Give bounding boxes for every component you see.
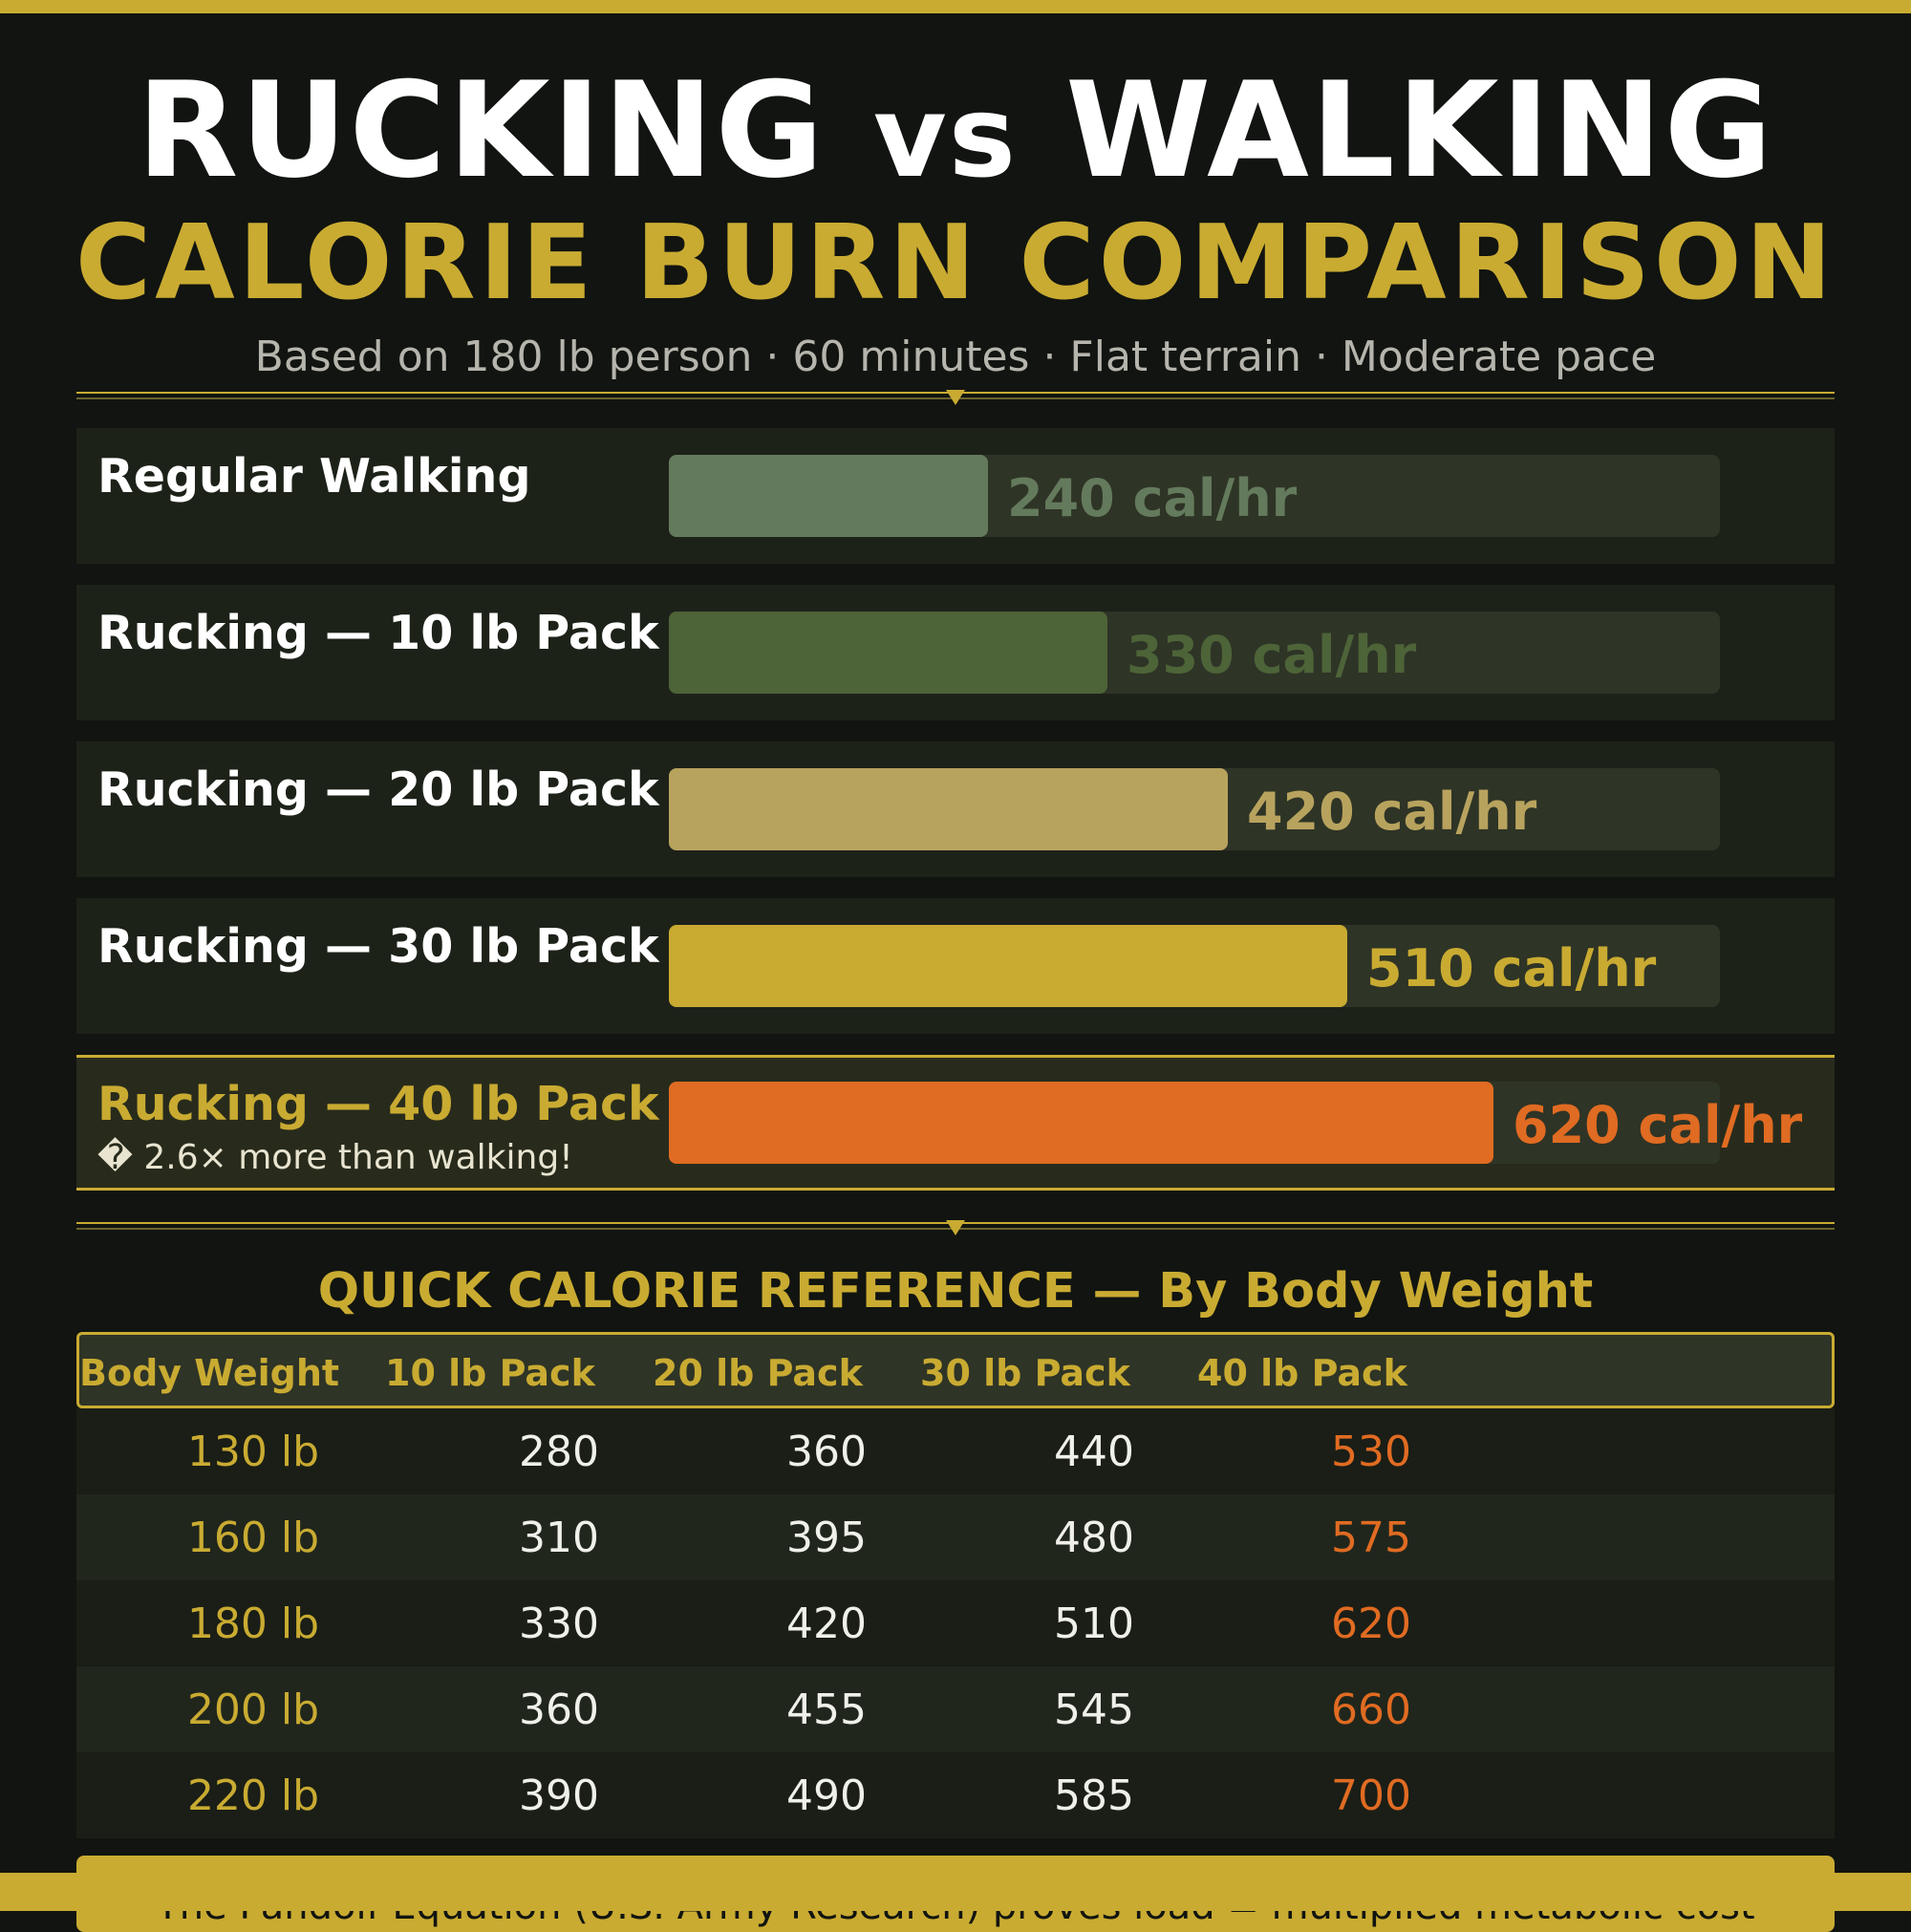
table-cell-calories: 440 — [1054, 1428, 1134, 1476]
divider-top-arrow-icon — [946, 390, 965, 405]
table-cell-calories: 490 — [786, 1771, 867, 1820]
table-cell-calories: 620 — [1331, 1599, 1411, 1648]
table-cell-weight: 130 lb — [186, 1428, 320, 1476]
subtitle-heading: CALORIE BURN COMPARISON — [75, 204, 1836, 323]
header-10lb: 10 lb Pack — [385, 1352, 595, 1394]
bar-track: 240 cal/hr — [669, 455, 1720, 537]
table-cell-weight: 180 lb — [186, 1599, 320, 1648]
bottom-accent-bar — [0, 1873, 1911, 1911]
top-accent-bar — [0, 0, 1911, 13]
table-cell-calories: 455 — [786, 1685, 867, 1734]
bar-category-label: Rucking — 20 lb Pack — [97, 762, 659, 817]
bar-value-label: 240 cal/hr — [1007, 468, 1298, 528]
table-cell-calories: 585 — [1054, 1771, 1134, 1820]
bar-fill — [669, 768, 1228, 850]
bar-track: 330 cal/hr — [669, 612, 1720, 694]
bar-value-label: 510 cal/hr — [1366, 938, 1657, 998]
bar-value-label: 420 cal/hr — [1247, 782, 1537, 842]
title-walking: WALKING — [1065, 54, 1774, 207]
table-cell-calories: 480 — [1054, 1513, 1134, 1562]
table-cell-calories: 530 — [1331, 1428, 1411, 1476]
header-40lb: 40 lb Pack — [1197, 1352, 1407, 1394]
bar-fill — [669, 612, 1107, 694]
table-cell-weight: 160 lb — [186, 1513, 320, 1562]
table-cell-calories: 575 — [1331, 1513, 1411, 1562]
bar-track: 620 cal/hr — [669, 1082, 1802, 1164]
reference-title: QUICK CALORIE REFERENCE — By Body Weight — [317, 1263, 1594, 1320]
bar-fill — [669, 925, 1347, 1007]
table-row: 200 lb 360 455 545 660 — [76, 1666, 1835, 1752]
table-row: 160 lb 310 395 480 575 — [76, 1494, 1835, 1580]
bar-category-label: Regular Walking — [97, 449, 531, 504]
header-body-weight: Body Weight — [79, 1352, 340, 1394]
table-cell-weight: 200 lb — [186, 1685, 320, 1734]
bar-row: Rucking — 40 lb Pack � 2.6× more than wal… — [76, 1055, 1835, 1191]
table-cell-calories: 420 — [786, 1599, 867, 1648]
table-cell-calories: 545 — [1054, 1685, 1134, 1734]
table-cell-calories: 360 — [519, 1685, 599, 1734]
table-cell-calories: 660 — [1331, 1685, 1411, 1734]
bar-row: Rucking — 30 lb Pack 510 cal/hr — [76, 898, 1835, 1034]
main-title: RUCKING vs WALKING — [0, 65, 1911, 197]
divider-middle-arrow-icon — [946, 1220, 965, 1235]
basis-note: Based on 180 lb person · 60 minutes · Fl… — [254, 333, 1657, 381]
table-row: 130 lb 280 360 440 530 — [76, 1408, 1835, 1494]
table-cell-calories: 700 — [1331, 1771, 1411, 1820]
bar-category-label: Rucking — 10 lb Pack — [97, 606, 659, 660]
table-cell-calories: 280 — [519, 1428, 599, 1476]
highlight-note: � 2.6× more than walking! — [97, 1138, 573, 1177]
table-cell-calories: 390 — [519, 1771, 599, 1820]
title-rucking: RUCKING — [137, 54, 826, 207]
table-cell-calories: 330 — [519, 1599, 599, 1648]
reference-table-header: Body Weight 10 lb Pack 20 lb Pack 30 lb … — [76, 1332, 1835, 1408]
header-30lb: 30 lb Pack — [920, 1352, 1130, 1394]
bar-fill — [669, 455, 988, 537]
bar-track: 420 cal/hr — [669, 768, 1720, 850]
table-cell-calories: 510 — [1054, 1599, 1134, 1648]
bar-fill — [669, 1082, 1493, 1164]
bar-value-label: 330 cal/hr — [1127, 625, 1417, 685]
bar-category-label: Rucking — 30 lb Pack — [97, 919, 659, 974]
bar-value-label: 620 cal/hr — [1513, 1095, 1803, 1155]
header-20lb: 20 lb Pack — [653, 1352, 863, 1394]
table-cell-calories: 360 — [786, 1428, 867, 1476]
bar-row: Rucking — 10 lb Pack 330 cal/hr — [76, 585, 1835, 720]
bar-category-label: Rucking — 40 lb Pack — [97, 1077, 659, 1131]
table-cell-calories: 395 — [786, 1513, 867, 1562]
table-row: 180 lb 330 420 510 620 — [76, 1580, 1835, 1666]
table-cell-calories: 310 — [519, 1513, 599, 1562]
bar-row: Rucking — 20 lb Pack 420 cal/hr — [76, 741, 1835, 877]
table-row: 220 lb 390 490 585 700 — [76, 1752, 1835, 1838]
bar-row: Regular Walking 240 cal/hr — [76, 428, 1835, 564]
table-cell-weight: 220 lb — [186, 1771, 320, 1820]
title-vs: vs — [872, 71, 1018, 203]
bar-track: 510 cal/hr — [669, 925, 1720, 1007]
